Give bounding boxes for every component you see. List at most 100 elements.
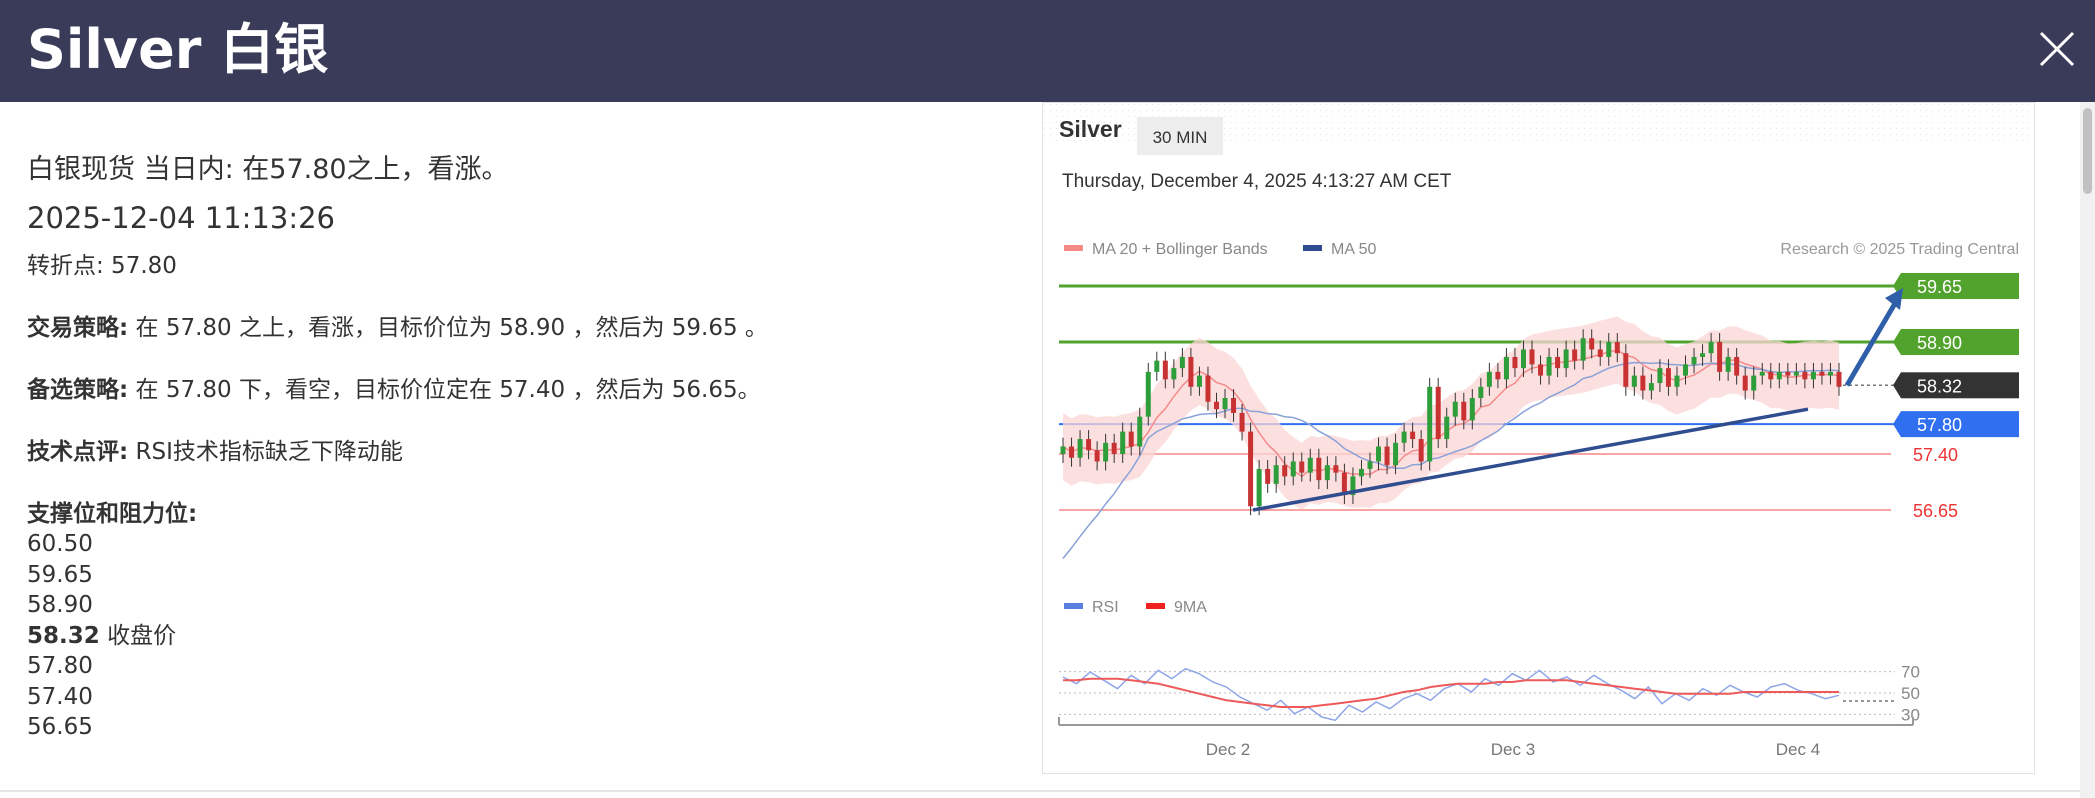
candle-body [1691, 356, 1697, 365]
projection-arrow-line [1844, 298, 1900, 387]
legend-9ma-swatch [1146, 603, 1165, 609]
price-chart: Silver 30 MIN Thursday, December 4, 2025… [1043, 103, 2034, 759]
candle-body [1469, 398, 1475, 421]
candle-body [1631, 375, 1637, 387]
chart-copyright: Research © 2025 Trading Central [1780, 241, 2019, 258]
level-item: 58.90 [27, 592, 93, 618]
candle-body [1793, 371, 1799, 376]
candle-body [1077, 439, 1083, 458]
candle-body [1205, 375, 1211, 402]
level-label-last: 58.32 [1917, 376, 1962, 396]
candle-body [1717, 342, 1723, 372]
technical-comment-label: 技术点评: [27, 439, 129, 465]
candle-body [1478, 386, 1484, 398]
candle-body [1836, 371, 1842, 387]
candle-body [1427, 386, 1433, 462]
candle-body [1384, 446, 1390, 466]
candle-body [1461, 401, 1467, 421]
candle-body [1827, 371, 1833, 376]
candle-body [1341, 472, 1347, 496]
candle-body [1683, 364, 1689, 376]
level-item: 59.65 [27, 561, 93, 588]
candle-body [1154, 360, 1160, 372]
level-item: 57.40 [27, 683, 93, 710]
close-label: 收盘价 [99, 622, 177, 649]
candle-body [1111, 442, 1117, 454]
technical-comment-text: RSI技术指标缺乏下降动能 [128, 439, 403, 465]
level-badge-arrow [1893, 372, 1901, 399]
time-axis-tick-label: Dec 3 [1491, 740, 1535, 759]
chart-symbol: Silver [1059, 116, 1122, 142]
level-item-close: 58.32 收盘价 [27, 621, 176, 652]
level-item: 57.80 [27, 653, 93, 679]
bottom-divider [0, 790, 2080, 792]
chart-card: Silver 30 MIN Thursday, December 4, 2025… [1042, 102, 2035, 774]
analysis-panel: 白银现货 当日内: 在57.80之上，看涨。 2025-12-04 11:13:… [27, 102, 1027, 792]
candle-body [1597, 349, 1603, 357]
candle-body [1333, 465, 1339, 473]
ma50-line [1062, 361, 1840, 559]
candle-body [1444, 416, 1450, 440]
candle-body [1785, 371, 1791, 376]
level-item: 56.65 [27, 714, 93, 740]
legend-rsi-swatch [1064, 603, 1083, 609]
candle-body [1665, 368, 1671, 387]
candle-body [1751, 375, 1757, 391]
candle-body [1162, 360, 1168, 380]
level-label-resistance: 58.90 [1917, 333, 1962, 353]
candle-body [1725, 356, 1731, 372]
candle-body [1495, 371, 1501, 380]
rsi-ma-line [1063, 677, 1839, 708]
candle-body [1231, 398, 1237, 413]
candle-body [1367, 461, 1373, 469]
candle-body [1128, 431, 1134, 447]
projection-arrow-head [1885, 288, 1903, 310]
candle-body [1060, 446, 1066, 454]
candle-body [1512, 356, 1518, 369]
time-axis: Dec 2 Dec 3 Dec 4 [1058, 717, 1914, 759]
candle-body [1486, 371, 1492, 387]
levels-title: 支撑位和阻力位: [27, 501, 198, 527]
candle-body [1802, 371, 1808, 380]
legend-ma20: MA 20 + Bollinger Bands [1092, 241, 1268, 258]
candle-body [1196, 375, 1202, 387]
candle-body [1503, 356, 1509, 380]
candle-body [1572, 349, 1578, 361]
candle-body [1358, 468, 1364, 477]
interval-badge [1137, 117, 1223, 155]
candle-body [1179, 356, 1185, 369]
levels-list: 60.50 59.65 58.90 58.32 收盘价 57.80 57.40 … [27, 529, 176, 743]
candle-body [1171, 368, 1177, 380]
legend-ma50-swatch [1303, 245, 1322, 251]
candle-body [1614, 342, 1620, 354]
candle-body [1435, 386, 1441, 440]
technical-comment: 技术点评: RSI技术指标缺乏下降动能 [27, 436, 403, 468]
candle-body [1188, 356, 1194, 387]
level-label-support: 57.40 [1913, 445, 1958, 465]
level-label-resistance: 59.65 [1917, 277, 1962, 297]
candle-body [1759, 371, 1765, 376]
candle-body [1648, 383, 1654, 391]
legend-ma50: MA 50 [1331, 241, 1376, 258]
candle-body [1307, 457, 1313, 473]
candle-body [1222, 398, 1228, 410]
rsi-line [1062, 667, 1840, 722]
close-icon[interactable] [2037, 29, 2077, 69]
time-axis-tick-label: Dec 2 [1206, 740, 1250, 759]
scrollbar-thumb[interactable] [2083, 108, 2092, 194]
candle-body [1538, 364, 1544, 376]
window-title: Silver 白银 [27, 18, 329, 81]
level-badge-arrow [1893, 329, 1901, 355]
candle-body [1393, 442, 1399, 466]
candle-body [1086, 439, 1092, 451]
candle-body [1376, 446, 1382, 462]
candle-body [1145, 371, 1151, 417]
scrollbar[interactable] [2080, 102, 2095, 798]
candle-body [1776, 371, 1782, 380]
level-item: 60.50 [27, 531, 93, 557]
candle-body [1324, 465, 1330, 481]
trading-strategy: 交易策略: 在 57.80 之上，看涨，目标价位为 58.90 ，然后为 59.… [27, 312, 768, 344]
candle-body [1708, 342, 1714, 354]
candle-body [1299, 461, 1305, 473]
legend-9ma: 9MA [1174, 599, 1207, 616]
